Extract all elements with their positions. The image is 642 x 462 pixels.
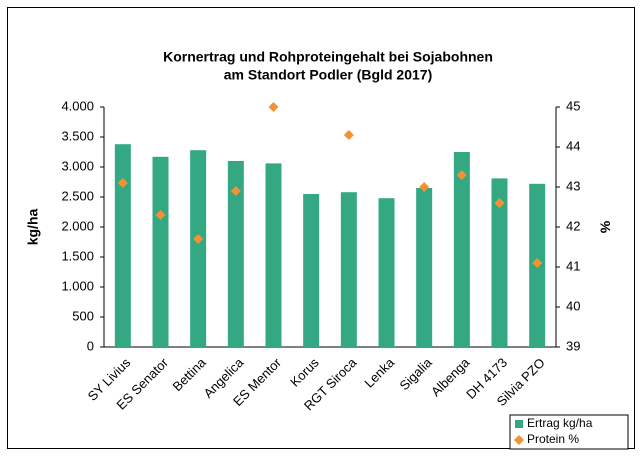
y-axis-label: kg/ha: [25, 209, 41, 246]
bar: [190, 150, 207, 347]
marker: [494, 198, 505, 208]
y-tick-label: 4.000: [61, 98, 94, 113]
y2-tick-label: 41: [566, 258, 580, 273]
bar: [303, 194, 320, 347]
marker: [268, 102, 279, 112]
bar: [491, 178, 508, 347]
marker: [230, 186, 241, 196]
bar: [416, 188, 433, 347]
y2-tick-label: 44: [566, 138, 580, 153]
bar: [378, 198, 395, 347]
y-tick-label: 2.000: [61, 218, 94, 233]
chart-title: am Standort Podler (Bgld 2017): [224, 67, 432, 83]
legend-label: Ertrag kg/ha: [527, 416, 593, 430]
y2-axis-label: %: [597, 221, 613, 234]
y-tick-label: 1.500: [61, 248, 94, 263]
y2-tick-label: 40: [566, 298, 580, 313]
marker: [343, 130, 354, 140]
marker: [193, 234, 204, 244]
legend-swatch: [515, 420, 523, 428]
marker: [117, 178, 128, 188]
y2-tick-label: 39: [566, 338, 580, 353]
y-tick-label: 1.000: [61, 278, 94, 293]
legend-swatch: [514, 435, 524, 445]
y-tick-label: 3.000: [61, 158, 94, 173]
bar: [114, 144, 131, 347]
legend-box: [509, 414, 629, 450]
marker: [456, 170, 467, 180]
chart-title: Kornertrag und Rohproteingehalt bei Soja…: [163, 49, 493, 65]
bar: [453, 152, 470, 347]
marker: [155, 210, 166, 220]
bar: [265, 163, 282, 347]
y2-tick-label: 45: [566, 98, 580, 113]
y2-tick-label: 42: [566, 218, 580, 233]
marker: [419, 182, 430, 192]
bar: [152, 156, 169, 347]
y2-tick-label: 43: [566, 178, 580, 193]
y-tick-label: 0: [87, 338, 94, 353]
y-tick-label: 500: [72, 308, 94, 323]
legend-label: Protein %: [527, 432, 579, 446]
marker: [532, 258, 543, 268]
y-tick-label: 3.500: [61, 128, 94, 143]
bar: [340, 192, 357, 347]
bar: [227, 161, 244, 347]
y-tick-label: 2.500: [61, 188, 94, 203]
